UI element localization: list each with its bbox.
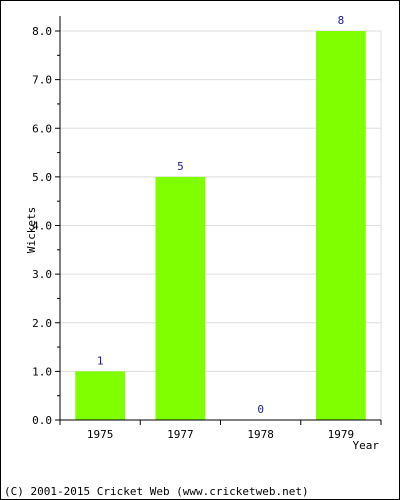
- y-tick-label: 7.0: [32, 74, 52, 87]
- y-tick-label: 1.0: [32, 365, 52, 378]
- copyright-footer: (C) 2001-2015 Cricket Web (www.cricketwe…: [4, 485, 309, 498]
- x-tick-label-1977: 1977: [167, 428, 194, 441]
- y-tick-label: 5.0: [32, 171, 52, 184]
- axes: [55, 16, 382, 425]
- labels: 0.0 1.0 2.0 3.0 4.0 5.0 6.0 7.0 8.0 1 1975 5 1977 0 19…: [32, 14, 354, 441]
- y-tick-label: 8.0: [32, 25, 52, 38]
- y-tick-label: 3.0: [32, 268, 52, 281]
- bar-1977: [155, 176, 206, 420]
- x-tick-label-1978: 1978: [247, 428, 274, 441]
- y-tick-label: 2.0: [32, 317, 52, 330]
- y-tick-label: 4.0: [32, 220, 52, 233]
- data-label-1975: 1: [97, 354, 104, 367]
- data-label-1979: 8: [338, 14, 345, 27]
- y-tick-label: 0.0: [32, 414, 52, 427]
- y-tick-label: 6.0: [32, 122, 52, 135]
- y-axis-label: Wickets: [25, 207, 38, 253]
- bars: [75, 31, 366, 420]
- x-tick-label-1975: 1975: [87, 428, 114, 441]
- data-label-1978: 0: [257, 403, 264, 416]
- bar-1979: [315, 31, 366, 420]
- bar-1975: [75, 371, 126, 420]
- x-tick-label-1979: 1979: [328, 428, 355, 441]
- data-label-1977: 5: [177, 160, 184, 173]
- x-axis-label: Year: [353, 439, 380, 452]
